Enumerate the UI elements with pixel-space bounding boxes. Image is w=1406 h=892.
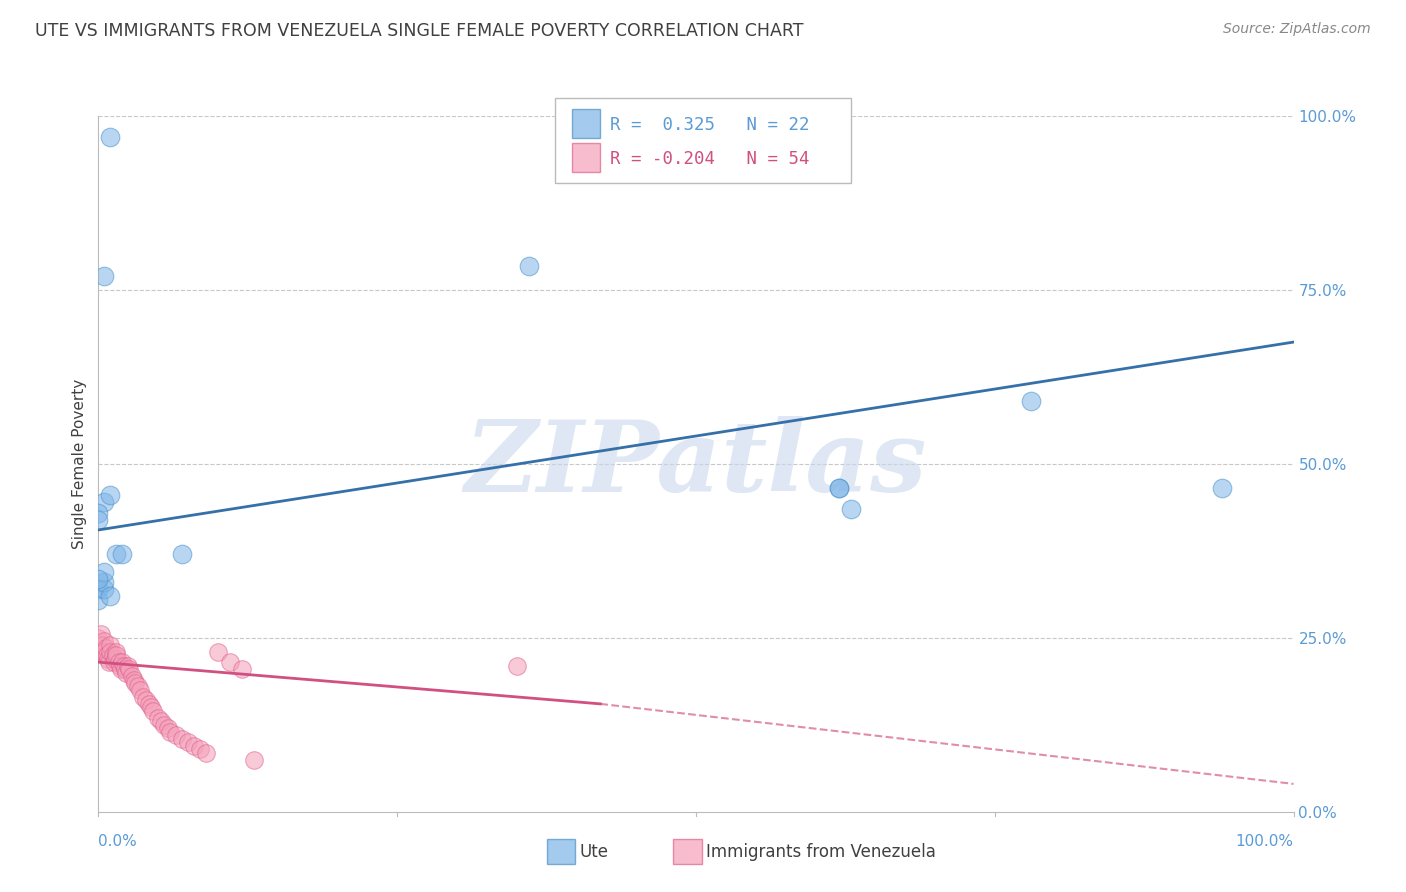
- Y-axis label: Single Female Poverty: Single Female Poverty: [72, 379, 87, 549]
- Point: [91, 638, 114, 652]
- Point: [98, 645, 122, 659]
- Point: [148, 711, 170, 725]
- Point: [165, 728, 187, 742]
- Point: [207, 645, 229, 659]
- Point: [103, 655, 125, 669]
- Text: 0.0%: 0.0%: [98, 834, 138, 849]
- Point: [115, 665, 138, 680]
- Text: R = -0.204   N = 54: R = -0.204 N = 54: [610, 150, 810, 168]
- Point: [87, 572, 110, 586]
- Point: [139, 700, 162, 714]
- Point: [243, 753, 266, 767]
- Point: [93, 575, 115, 590]
- Point: [121, 669, 143, 683]
- Point: [111, 547, 134, 561]
- Text: Source: ZipAtlas.com: Source: ZipAtlas.com: [1223, 22, 1371, 37]
- Point: [828, 481, 851, 495]
- Point: [124, 673, 146, 687]
- Point: [111, 655, 134, 669]
- Point: [93, 645, 115, 659]
- Point: [506, 658, 529, 673]
- Text: ZIPatlas: ZIPatlas: [465, 416, 927, 512]
- Point: [172, 731, 194, 746]
- Point: [156, 721, 179, 735]
- Point: [87, 631, 110, 645]
- Point: [131, 690, 153, 704]
- Point: [93, 268, 115, 283]
- Point: [91, 645, 114, 659]
- Point: [138, 697, 160, 711]
- Point: [231, 662, 253, 676]
- Point: [98, 589, 122, 603]
- Point: [98, 129, 122, 144]
- Point: [98, 655, 121, 669]
- Point: [108, 658, 131, 673]
- Point: [96, 648, 118, 662]
- Point: [98, 638, 122, 652]
- Point: [117, 658, 139, 673]
- Point: [188, 742, 211, 756]
- Point: [112, 658, 135, 673]
- Point: [93, 565, 115, 579]
- Point: [219, 655, 242, 669]
- Point: [118, 662, 141, 676]
- Text: Immigrants from Venezuela: Immigrants from Venezuela: [706, 843, 935, 861]
- Point: [105, 547, 128, 561]
- Point: [142, 704, 165, 718]
- Point: [87, 638, 110, 652]
- Point: [93, 634, 115, 648]
- Point: [107, 655, 129, 669]
- Point: [135, 693, 157, 707]
- Point: [124, 676, 146, 690]
- Point: [104, 651, 127, 665]
- Point: [1019, 394, 1042, 409]
- Point: [101, 648, 124, 662]
- Point: [149, 714, 172, 729]
- Point: [87, 582, 110, 596]
- Point: [114, 662, 136, 676]
- Point: [98, 488, 122, 502]
- Point: [841, 502, 863, 516]
- Point: [105, 645, 128, 659]
- Point: [183, 739, 205, 753]
- Point: [93, 582, 115, 596]
- Text: R =  0.325   N = 22: R = 0.325 N = 22: [610, 116, 810, 135]
- Point: [177, 735, 200, 749]
- Point: [87, 592, 110, 607]
- Point: [87, 512, 110, 526]
- Point: [194, 746, 218, 760]
- Point: [159, 724, 181, 739]
- Point: [90, 627, 112, 641]
- Point: [153, 717, 176, 731]
- Point: [517, 259, 540, 273]
- Point: [94, 641, 117, 656]
- Point: [93, 495, 115, 509]
- Text: UTE VS IMMIGRANTS FROM VENEZUELA SINGLE FEMALE POVERTY CORRELATION CHART: UTE VS IMMIGRANTS FROM VENEZUELA SINGLE …: [35, 22, 804, 40]
- Point: [87, 506, 110, 520]
- Point: [87, 645, 110, 659]
- Point: [110, 662, 132, 676]
- Point: [129, 683, 152, 698]
- Point: [105, 648, 128, 662]
- Point: [1211, 481, 1233, 495]
- Point: [127, 680, 149, 694]
- Point: [828, 481, 851, 495]
- Text: Ute: Ute: [579, 843, 609, 861]
- Point: [97, 651, 120, 665]
- Text: 100.0%: 100.0%: [1236, 834, 1294, 849]
- Point: [172, 547, 194, 561]
